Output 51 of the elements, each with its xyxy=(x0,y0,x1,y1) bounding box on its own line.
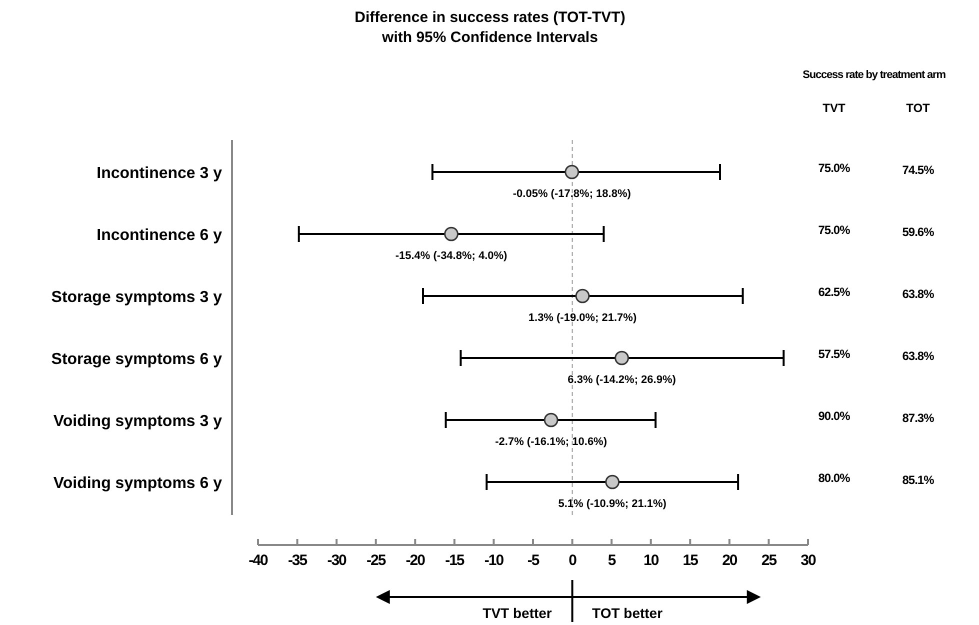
x-tick-label: -10 xyxy=(484,552,504,569)
text: 75.0% xyxy=(818,161,851,175)
text: 63.8% xyxy=(902,349,935,363)
text: 80.0% xyxy=(818,471,851,485)
x-tick-label: 15 xyxy=(682,552,698,569)
data-label: 1.3% (-19.0%; 21.7%) xyxy=(528,312,637,324)
x-tick-label: 30 xyxy=(800,552,816,569)
data-label: -2.7% (-16.1%; 10.6%) xyxy=(495,436,608,448)
text: TOT better xyxy=(592,605,664,621)
text: 85.1% xyxy=(902,473,935,487)
x-tick-label: 5 xyxy=(608,552,616,569)
data-label: -0.05% (-17.8%; 18.8%) xyxy=(512,188,632,200)
text: 57.5% xyxy=(818,347,851,361)
x-tick-label: 20 xyxy=(722,552,738,569)
point xyxy=(564,164,580,180)
x-tick-label: 0 xyxy=(568,552,577,569)
x-tick-label: -35 xyxy=(288,552,308,569)
text: 75.0% xyxy=(818,223,851,237)
x-tick-label: -5 xyxy=(527,552,540,569)
x-tick-label: -25 xyxy=(366,552,386,569)
data-label: -15.4% (-34.8%; 4.0%) xyxy=(395,250,508,262)
y-tick-label: Voiding symptoms 6 y xyxy=(53,475,222,492)
x-tick-label: -30 xyxy=(327,552,347,569)
point xyxy=(605,474,620,490)
y-tick-label: Voiding symptoms 3 y xyxy=(53,413,222,430)
point xyxy=(444,226,458,242)
x-tick-label: -40 xyxy=(248,552,268,569)
y-tick-label: Storage symptoms 3 y xyxy=(51,289,222,306)
text: 90.0% xyxy=(818,409,851,423)
point xyxy=(575,288,590,304)
text: Success rate by treatment arm xyxy=(802,69,946,81)
text: TVT xyxy=(822,101,846,115)
text: TOT xyxy=(906,101,931,115)
text: TVT better xyxy=(482,605,552,621)
text: 62.5% xyxy=(818,285,851,299)
point xyxy=(614,350,629,366)
text: 87.3% xyxy=(902,411,935,425)
y-tick-label: Storage symptoms 6 y xyxy=(51,351,222,368)
y-tick-label: Incontinence 3 y xyxy=(96,165,222,182)
point xyxy=(544,412,558,428)
data-label: 6.3% (-14.2%; 26.9%) xyxy=(568,374,676,386)
x-tick-label: -20 xyxy=(406,552,426,569)
chart-title: Difference in success rates (TOT-TVT) with 95% Confidence Intervals xyxy=(354,9,626,46)
data-label: 5.1% (-10.9%; 21.1%) xyxy=(558,498,667,510)
x-tick-label: 25 xyxy=(761,552,777,569)
text: 63.8% xyxy=(902,287,935,301)
x-tick-label: 10 xyxy=(644,552,659,569)
x-tick-label: -15 xyxy=(445,552,464,569)
text: 74.5% xyxy=(902,163,935,177)
text: 59.6% xyxy=(902,225,935,239)
y-tick-label: Incontinence 6 y xyxy=(96,227,222,244)
